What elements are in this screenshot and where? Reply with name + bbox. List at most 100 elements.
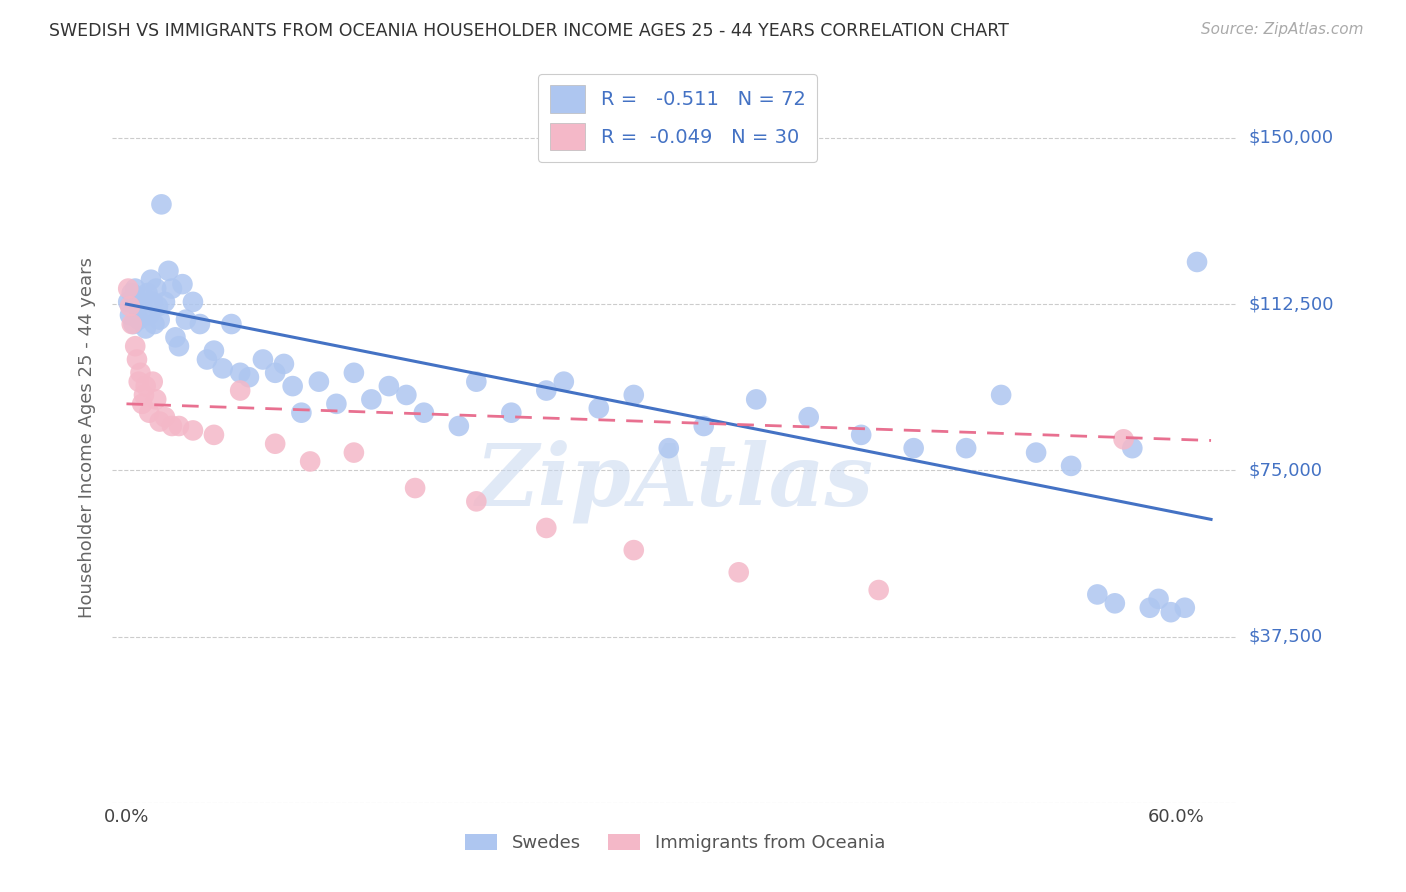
Text: $37,500: $37,500 [1249, 628, 1323, 646]
Point [146, 299, 169, 313]
Point [343, 366, 366, 380]
Point [145, 282, 167, 296]
Point [149, 312, 172, 326]
Point [122, 317, 145, 331]
Point [308, 375, 330, 389]
Point [128, 375, 150, 389]
Point [118, 299, 141, 313]
Point [851, 428, 873, 442]
Point [252, 352, 274, 367]
Point [142, 375, 165, 389]
Point [143, 317, 166, 331]
Point [124, 339, 146, 353]
Point [160, 419, 183, 434]
Point [281, 379, 304, 393]
Point [404, 481, 426, 495]
Point [145, 392, 167, 407]
Point [135, 321, 157, 335]
Point [153, 410, 176, 425]
Point [229, 366, 252, 380]
Point [623, 543, 645, 558]
Point [868, 582, 890, 597]
Point [181, 424, 204, 438]
Point [1160, 605, 1182, 619]
Point [1060, 458, 1083, 473]
Point [745, 392, 768, 407]
Point [188, 317, 211, 331]
Point [990, 388, 1012, 402]
Point [149, 415, 172, 429]
Point [229, 384, 252, 398]
Point [221, 317, 243, 331]
Point [128, 312, 150, 326]
Point [124, 282, 146, 296]
Point [412, 406, 434, 420]
Text: SWEDISH VS IMMIGRANTS FROM OCEANIA HOUSEHOLDER INCOME AGES 25 - 44 YEARS CORRELA: SWEDISH VS IMMIGRANTS FROM OCEANIA HOUSE… [49, 22, 1010, 40]
Point [129, 294, 152, 309]
Point [117, 294, 139, 309]
Point [135, 379, 157, 393]
Point [202, 428, 225, 442]
Point [157, 264, 180, 278]
Point [290, 406, 312, 420]
Point [131, 397, 153, 411]
Point [132, 290, 155, 304]
Point [273, 357, 295, 371]
Point [150, 197, 173, 211]
Point [797, 410, 820, 425]
Text: $112,500: $112,500 [1249, 295, 1334, 313]
Point [1185, 255, 1208, 269]
Point [378, 379, 401, 393]
Point [465, 375, 488, 389]
Point [238, 370, 260, 384]
Point [129, 366, 152, 380]
Point [360, 392, 382, 407]
Point [118, 308, 141, 322]
Point [264, 436, 287, 450]
Point [1085, 587, 1108, 601]
Point [211, 361, 233, 376]
Point [553, 375, 575, 389]
Point [142, 294, 165, 309]
Point [501, 406, 523, 420]
Point [117, 282, 139, 296]
Point [1147, 591, 1170, 606]
Point [536, 521, 558, 535]
Point [132, 388, 155, 402]
Point [1112, 432, 1135, 446]
Point [131, 303, 153, 318]
Point [153, 294, 176, 309]
Point [125, 352, 148, 367]
Point [903, 441, 925, 455]
Point [1025, 445, 1047, 459]
Legend: Swedes, Immigrants from Oceania: Swedes, Immigrants from Oceania [457, 827, 893, 860]
Point [121, 285, 143, 300]
Point [172, 277, 194, 292]
Y-axis label: Householder Income Ages 25 - 44 years: Householder Income Ages 25 - 44 years [77, 257, 96, 617]
Point [202, 343, 225, 358]
Point [167, 419, 190, 434]
Point [167, 339, 190, 353]
Point [299, 454, 322, 468]
Point [623, 388, 645, 402]
Point [1104, 596, 1126, 610]
Point [195, 352, 218, 367]
Point [536, 384, 558, 398]
Text: $75,000: $75,000 [1249, 461, 1323, 479]
Point [139, 273, 162, 287]
Text: ZipAtlas: ZipAtlas [475, 439, 875, 523]
Point [136, 285, 159, 300]
Point [658, 441, 681, 455]
Point [1174, 600, 1197, 615]
Point [181, 294, 204, 309]
Point [125, 299, 148, 313]
Point [465, 494, 488, 508]
Point [955, 441, 977, 455]
Text: $150,000: $150,000 [1249, 128, 1333, 147]
Point [343, 445, 366, 459]
Point [160, 282, 183, 296]
Point [138, 308, 160, 322]
Point [325, 397, 347, 411]
Point [264, 366, 287, 380]
Point [174, 312, 197, 326]
